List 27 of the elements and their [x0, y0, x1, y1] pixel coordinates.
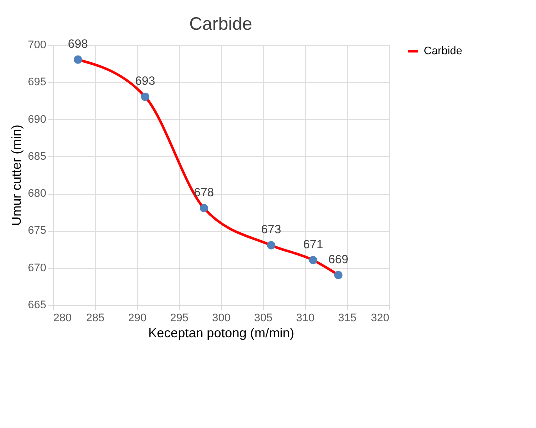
y-tick-label: 670 [28, 262, 46, 274]
data-label: 673 [261, 222, 282, 237]
data-label: 669 [328, 252, 349, 266]
legend-label: Carbide [424, 46, 463, 58]
x-tick-label: 295 [170, 312, 189, 324]
y-tick-label: 665 [28, 300, 46, 312]
data-label: 698 [68, 36, 89, 51]
x-axis-title: Keceptan potong (m/min) [148, 326, 294, 340]
data-label: 678 [194, 185, 215, 200]
x-tick-label: 300 [212, 312, 231, 324]
y-axis-title: Umur cutter (min) [9, 124, 24, 226]
y-tick-label: 690 [28, 114, 46, 126]
y-tick-label: 680 [28, 188, 46, 200]
x-tick-label: 290 [128, 312, 147, 324]
x-tick-label: 285 [86, 312, 105, 324]
x-tick-label: 305 [254, 312, 273, 324]
y-tick-label: 675 [28, 225, 46, 238]
chart-title: Carbide [189, 14, 253, 34]
x-tick-label: 280 [54, 312, 72, 324]
y-tick-label: 685 [28, 150, 46, 163]
y-tick-label: 695 [28, 76, 46, 89]
y-tick-label: 700 [28, 40, 46, 52]
x-tick-label: 320 [371, 312, 390, 324]
data-label: 693 [135, 74, 156, 88]
data-label: 671 [303, 237, 324, 252]
x-tick-label: 310 [296, 312, 315, 324]
x-tick-label: 315 [338, 312, 357, 324]
